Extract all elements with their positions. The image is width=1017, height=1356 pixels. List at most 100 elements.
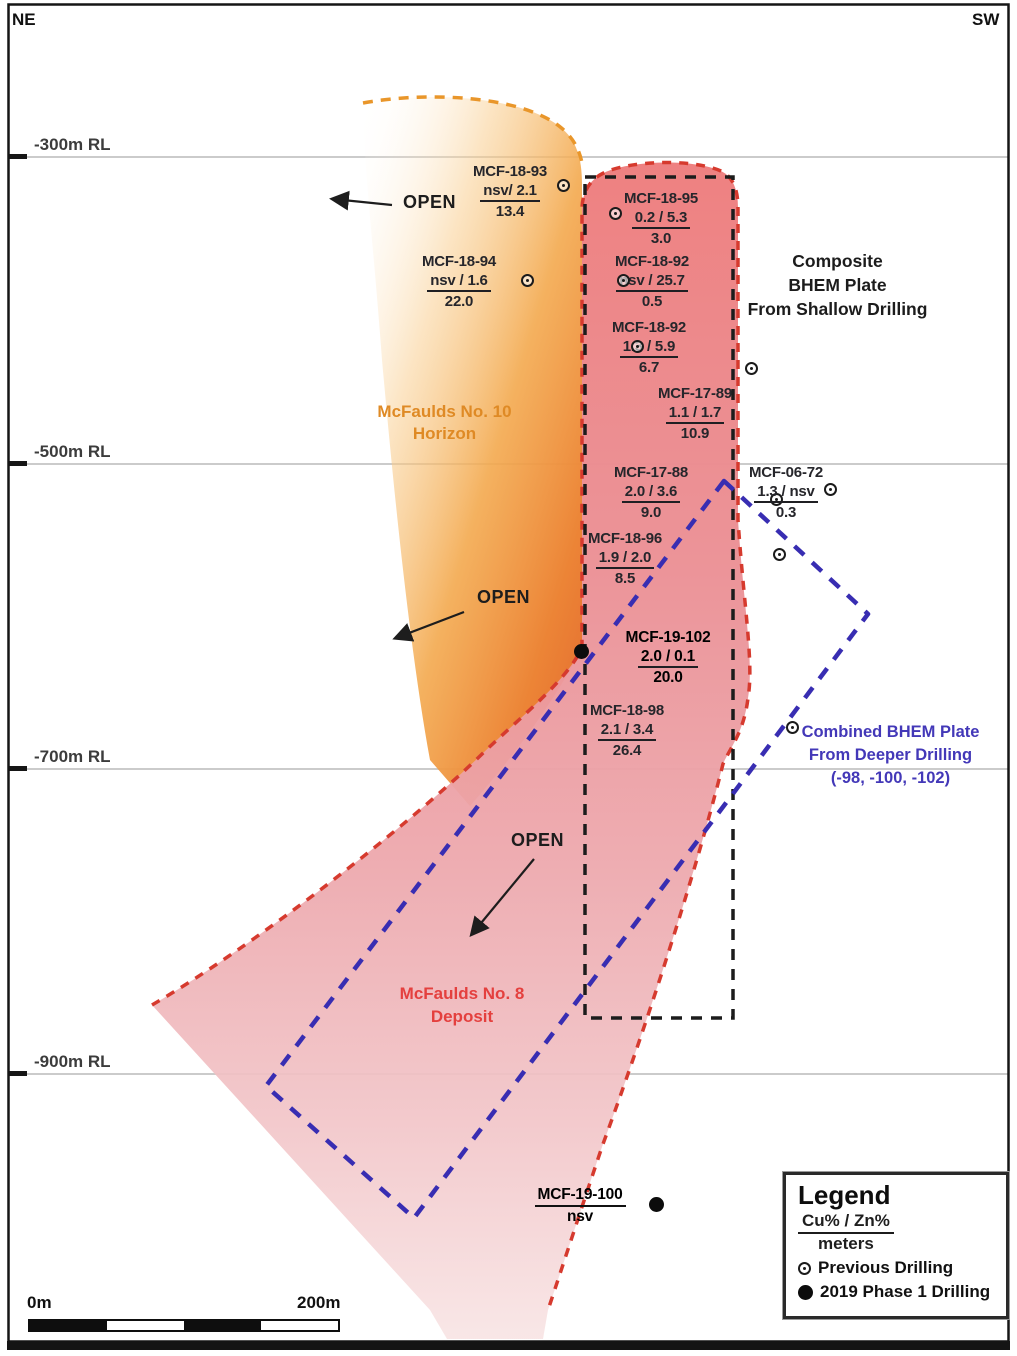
figure-frame-bottom-bar — [7, 1341, 1010, 1350]
drillhole-name-row: MCF-19-100 — [518, 1185, 642, 1207]
scale-end-label: 200m — [297, 1293, 341, 1312]
drillhole-name-row: MCF-18-96 — [563, 529, 687, 548]
scale-segment — [184, 1321, 261, 1330]
drillhole-grade: 1.3 / nsv — [754, 482, 818, 503]
open-arrow — [329, 190, 393, 211]
elevation-label: -300m RL — [34, 135, 111, 154]
legend-items: Previous Drilling 2019 Phase 1 Drilling — [798, 1258, 996, 1302]
legend: Legend Cu% / Zn% meters Previous Drillin… — [782, 1171, 1010, 1320]
drillhole-name: MCF-18-96 — [587, 530, 663, 547]
scale-bar-track — [28, 1319, 340, 1332]
drillhole-meters: 10.9 — [680, 425, 710, 442]
drillhole-name: MCF-18-93 — [472, 163, 548, 180]
drillhole-annotation: MCF-19-100 nsv — [518, 1185, 642, 1226]
previous-drilling-marker — [520, 273, 534, 287]
drillhole-name-row: MCF-18-98 — [565, 701, 689, 720]
shallow-plate-label-line3: From Shallow Drilling — [747, 299, 928, 319]
drillhole-annotation: MCF-18-93 nsv/ 2.1 13.4 — [448, 162, 572, 221]
horizon-10-label: McFaulds No. 10 Horizon — [352, 401, 537, 445]
drillhole-grade-row: 1.1 / 1.7 — [633, 403, 757, 424]
scale-bar: 0m 200m — [25, 1293, 355, 1338]
drillhole-meters: 3.0 — [650, 230, 672, 247]
drillhole-grade-row: 1.9 / 2.0 — [563, 548, 687, 569]
open-arrow — [469, 858, 535, 938]
legend-item: 2019 Phase 1 Drilling — [798, 1282, 996, 1302]
corner-sw: SW — [972, 10, 1000, 29]
shallow-plate-label-line2: BHEM Plate — [788, 275, 887, 295]
legend-item-label: Previous Drilling — [818, 1258, 954, 1277]
phase1-drilling-marker — [573, 643, 589, 659]
drillhole-name: MCF-19-102 — [625, 629, 711, 646]
previous-drilling-icon — [798, 1261, 811, 1275]
drillhole-name: MCF-18-92 — [614, 253, 690, 270]
previous-drilling-marker — [556, 178, 570, 192]
drillhole-annotation: MCF-17-89 1.1 / 1.7 10.9 — [633, 384, 757, 443]
drillhole-annotations: OPEN OPEN OPEN MCF-18-93 nsv/ 2.1 13.4 MCF-18-… — [0, 0, 1017, 1225]
drillhole-annotation: MCF-17-88 2.0 / 3.6 9.0 — [589, 463, 713, 522]
previous-drilling-marker — [823, 482, 837, 496]
phase1-drilling-icon — [798, 1284, 813, 1300]
elevation-label: -500m RL — [34, 442, 111, 461]
deposit-8-label: McFaulds No. 8 Deposit — [372, 982, 552, 1028]
drillhole-grade: nsv / 1.6 — [427, 271, 491, 292]
drillhole-name-row: MCF-17-89 — [633, 384, 757, 403]
legend-meters-label: meters — [818, 1234, 874, 1253]
open-arrow — [392, 610, 465, 642]
shallow-bhem-plate-outline — [583, 175, 735, 1020]
drillhole-name-row: MCF-06-72 — [724, 463, 848, 482]
drillhole-grade: 2.0 / 0.1 — [637, 647, 699, 668]
deposit-8-label-line1: McFaulds No. 8 — [399, 984, 525, 1003]
scale-start-label: 0m — [27, 1293, 52, 1312]
deposit-8-outline — [151, 160, 752, 1311]
elevation-tick — [8, 766, 27, 771]
open-label: OPEN — [403, 192, 457, 212]
drillhole-grade: nsv / 25.7 — [616, 271, 688, 292]
previous-drilling-marker — [630, 339, 644, 353]
elevation-tick — [8, 154, 27, 159]
drillhole-meters: 9.0 — [640, 504, 662, 521]
horizon-10-label-line2: Horizon — [412, 424, 477, 443]
drillhole-name-row: MCF-18-93 — [448, 162, 572, 181]
drillhole-grade-row: 1.3 / 5.9 — [587, 337, 711, 358]
scale-segment — [107, 1321, 184, 1330]
drillhole-meters: 20.0 — [653, 669, 683, 686]
drillhole-grade: 1.9 / 2.0 — [595, 548, 655, 569]
drillhole-meters: 8.5 — [614, 570, 636, 587]
scale-segment — [261, 1321, 338, 1330]
drillhole-grade-row: 2.0 / 0.1 — [606, 647, 730, 668]
scale-segment — [30, 1321, 107, 1330]
drillhole-name: MCF-19-100 — [534, 1185, 626, 1207]
drillhole-meters: 13.4 — [495, 203, 525, 220]
deep-plate-label-line1: Combined BHEM Plate — [801, 723, 980, 741]
elevation-tick — [8, 1071, 27, 1076]
drillhole-grade-row: 1.3 / nsv — [724, 482, 848, 503]
previous-drilling-marker — [785, 720, 799, 734]
drillhole-name: MCF-17-88 — [613, 464, 689, 481]
drillhole-grade-row: nsv / 25.7 — [590, 271, 714, 292]
drillhole-grade: 1.1 / 1.7 — [665, 403, 725, 424]
drillhole-grade-row: 2.1 / 3.4 — [565, 720, 689, 741]
drillhole-meters: 26.4 — [612, 742, 642, 759]
legend-title: Legend — [798, 1180, 891, 1210]
previous-drilling-marker — [616, 273, 630, 287]
drillhole-annotation: MCF-18-94 nsv / 1.6 22.0 — [397, 252, 521, 311]
drillhole-meters: 22.0 — [444, 293, 474, 310]
drillhole-annotation: MCF-18-92 nsv / 25.7 0.5 — [590, 252, 714, 311]
elevation-label: -700m RL — [34, 747, 111, 766]
drillhole-meters: 6.7 — [638, 359, 660, 376]
drillhole-annotation: MCF-19-102 2.0 / 0.1 20.0 — [606, 628, 730, 687]
previous-drilling-marker — [772, 547, 786, 561]
drillhole-annotation: MCF-06-72 1.3 / nsv 0.3 — [724, 463, 848, 522]
drillhole-name-row: MCF-19-102 — [606, 628, 730, 647]
deep-plate-label-line3: (-98, -100, -102) — [830, 769, 951, 787]
legend-item-label: 2019 Phase 1 Drilling — [820, 1282, 991, 1301]
drillhole-name: MCF-18-98 — [589, 702, 665, 719]
drillhole-grade: 1.3 / 5.9 — [619, 337, 679, 358]
legend-grade-label: Cu% / Zn% — [798, 1211, 894, 1234]
legend-item: Previous Drilling — [798, 1258, 996, 1278]
drillhole-annotation: MCF-18-92 1.3 / 5.9 6.7 — [587, 318, 711, 377]
drillhole-grade: 2.1 / 3.4 — [597, 720, 657, 741]
drillhole-name: MCF-06-72 — [748, 464, 824, 481]
drillhole-name-row: MCF-17-88 — [589, 463, 713, 482]
